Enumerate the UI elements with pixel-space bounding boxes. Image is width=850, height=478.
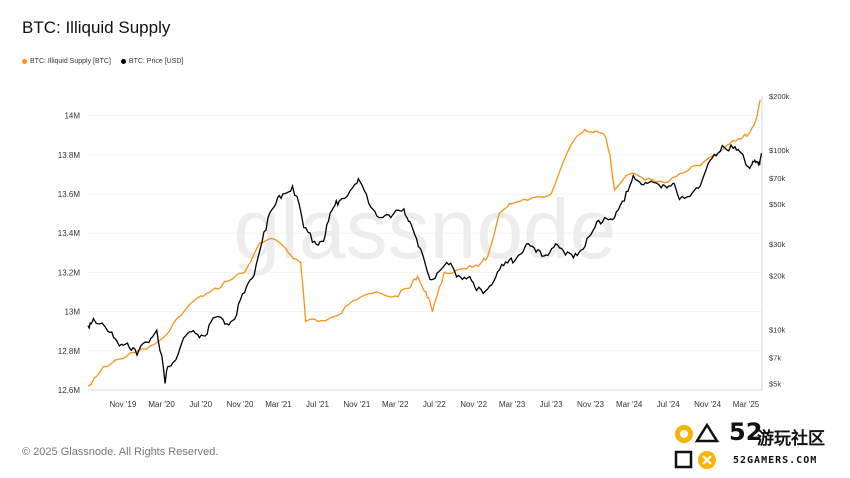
right-tick-label: $7k	[769, 353, 781, 362]
x-tick-label: Mar '23	[499, 400, 526, 409]
right-tick-label: $70k	[769, 174, 786, 183]
x-tick-label: Nov '23	[577, 400, 604, 409]
left-tick-label: 13.2M	[58, 268, 81, 277]
x-tick-label: Nov '22	[460, 400, 487, 409]
square-icon	[674, 450, 693, 469]
watermark-cn: 游玩社区	[757, 429, 825, 449]
x-tick-label: Jul '24	[657, 400, 680, 409]
triangle-icon	[694, 422, 720, 443]
grid-lines	[88, 115, 762, 391]
left-tick-label: 13.6M	[58, 190, 81, 199]
x-tick-label: Jul '21	[306, 400, 329, 409]
right-tick-label: $50k	[769, 200, 786, 209]
right-tick-label: $5k	[769, 380, 781, 389]
legend-swatch-orange	[22, 59, 27, 64]
right-tick-label: $200k	[769, 92, 790, 101]
left-tick-label: 13M	[64, 308, 80, 317]
x-tick-label: Mar '22	[382, 400, 409, 409]
x-tick-label: Nov '24	[694, 400, 721, 409]
x-tick-label: Mar '21	[265, 400, 292, 409]
copyright-text: © 2025 Glassnode. All Rights Reserved.	[22, 446, 219, 458]
x-tick-label: Nov '20	[227, 400, 254, 409]
x-axis: Nov '19 Mar '20 Jul '20 Nov '20 Mar '21 Jul '…	[109, 400, 759, 409]
left-axis: 12.6M 12.8M 13M 13.2M 13.4M 13.6M 13.8M 14M	[58, 112, 81, 395]
left-tick-label: 13.4M	[58, 229, 81, 238]
watermark-52: 52	[729, 418, 763, 446]
legend-label-price: BTC: Price [USD]	[128, 58, 184, 65]
watermark-logo	[674, 422, 720, 469]
illiquid-supply-line	[87, 99, 762, 387]
price-line	[87, 143, 763, 384]
right-axis: $5k $7k $10k $20k $30k $50k $70k $100k $200k	[769, 92, 790, 389]
legend-label-illiquid-supply: BTC: Illiquid Supply [BTC]	[30, 58, 111, 65]
left-tick-label: 12.8M	[58, 347, 81, 356]
x-tick-label: Mar '24	[616, 400, 643, 409]
left-tick-label: 14M	[64, 112, 80, 121]
x-tick-label: Nov '21	[343, 400, 370, 409]
chart-title: BTC: Illiquid Supply	[22, 18, 171, 37]
chart-legend: BTC: Illiquid Supply [BTC] BTC: Price [U…	[22, 58, 183, 65]
left-tick-label: 12.6M	[58, 386, 81, 395]
right-tick-label: $100k	[769, 146, 790, 155]
right-tick-label: $10k	[769, 325, 786, 334]
x-tick-label: Mar '20	[148, 400, 175, 409]
x-tick-label: Jul '22	[423, 400, 446, 409]
watermark-site: 52GAMERS.COM	[733, 455, 818, 466]
legend-item-illiquid-supply[interactable]: BTC: Illiquid Supply [BTC]	[22, 58, 111, 65]
right-tick-label: $20k	[769, 271, 786, 280]
right-tick-label: $30k	[769, 240, 786, 249]
x-tick-label: Jul '23	[540, 400, 563, 409]
legend-item-price[interactable]: BTC: Price [USD]	[120, 58, 184, 65]
left-tick-label: 13.8M	[58, 151, 81, 160]
x-tick-label: Mar '25	[733, 400, 760, 409]
x-tick-label: Jul '20	[189, 400, 212, 409]
legend-swatch-black	[120, 59, 126, 64]
x-tick-label: Nov '19	[109, 400, 136, 409]
